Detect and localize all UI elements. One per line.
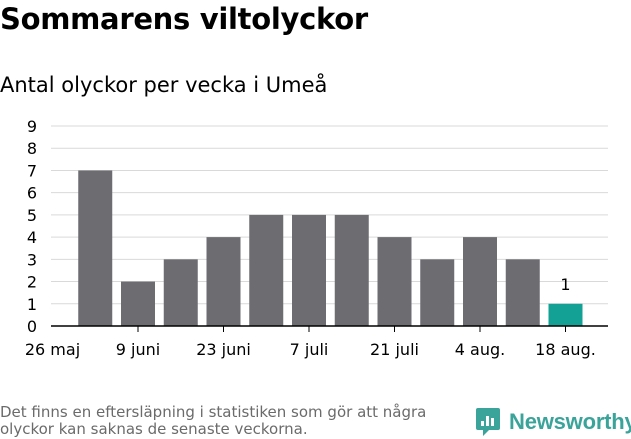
bar-28-juli bbox=[420, 259, 455, 326]
bar-14-juli bbox=[334, 214, 369, 326]
y-tick-label-0: 0 bbox=[27, 317, 37, 336]
chart-title: Sommarens viltolyckor bbox=[0, 2, 368, 36]
y-tick-label-7: 7 bbox=[27, 161, 37, 180]
newsworthy-brand[interactable]: Newsworthy bbox=[475, 407, 631, 437]
brand-name: Newsworthy bbox=[509, 409, 631, 434]
chart-subtitle: Antal olyckor per vecka i Umeå bbox=[0, 73, 328, 97]
bar-9-juni bbox=[121, 281, 155, 326]
y-tick-label-4: 4 bbox=[27, 228, 37, 247]
bar-16-juni bbox=[163, 259, 198, 326]
bar-23-juni bbox=[206, 237, 241, 326]
x-tick-label-8: 21 juli bbox=[370, 340, 419, 359]
footnote: Det finns en eftersläpning i statistiken… bbox=[0, 403, 427, 438]
bar-21-juli bbox=[377, 237, 412, 326]
y-tick-label-8: 8 bbox=[27, 139, 37, 158]
bar-18-aug- bbox=[548, 303, 583, 326]
bar-4-aug- bbox=[463, 237, 497, 326]
newsworthy-logo-icon bbox=[476, 408, 500, 436]
y-tick-label-3: 3 bbox=[27, 250, 37, 269]
y-tick-label-1: 1 bbox=[27, 295, 37, 314]
x-tick-label-2: 9 juni bbox=[116, 340, 160, 359]
x-tick-label-12: 18 aug. bbox=[535, 340, 596, 359]
y-tick-label-5: 5 bbox=[27, 206, 37, 225]
bar-2-juni bbox=[78, 170, 113, 326]
x-tick-label-0: 26 maj bbox=[25, 340, 80, 359]
y-tick-label-6: 6 bbox=[27, 184, 37, 203]
x-tick-label-6: 7 juli bbox=[290, 340, 329, 359]
bar-11-aug- bbox=[505, 259, 540, 326]
x-tick-label-4: 23 juni bbox=[196, 340, 251, 359]
x-tick-label-10: 4 aug. bbox=[455, 340, 505, 359]
bar-7-juli bbox=[292, 214, 326, 326]
bar-30-juni bbox=[249, 214, 284, 326]
y-tick-label-9: 9 bbox=[27, 117, 37, 136]
data-label-highlight: 1 bbox=[560, 275, 570, 294]
bar-chart: 0 1 2 3 4 5 6 7 8 9 1 26 maj 9 juni 23 juni 7 juli 21 j… bbox=[25, 117, 608, 359]
y-tick-label-2: 2 bbox=[27, 273, 37, 292]
